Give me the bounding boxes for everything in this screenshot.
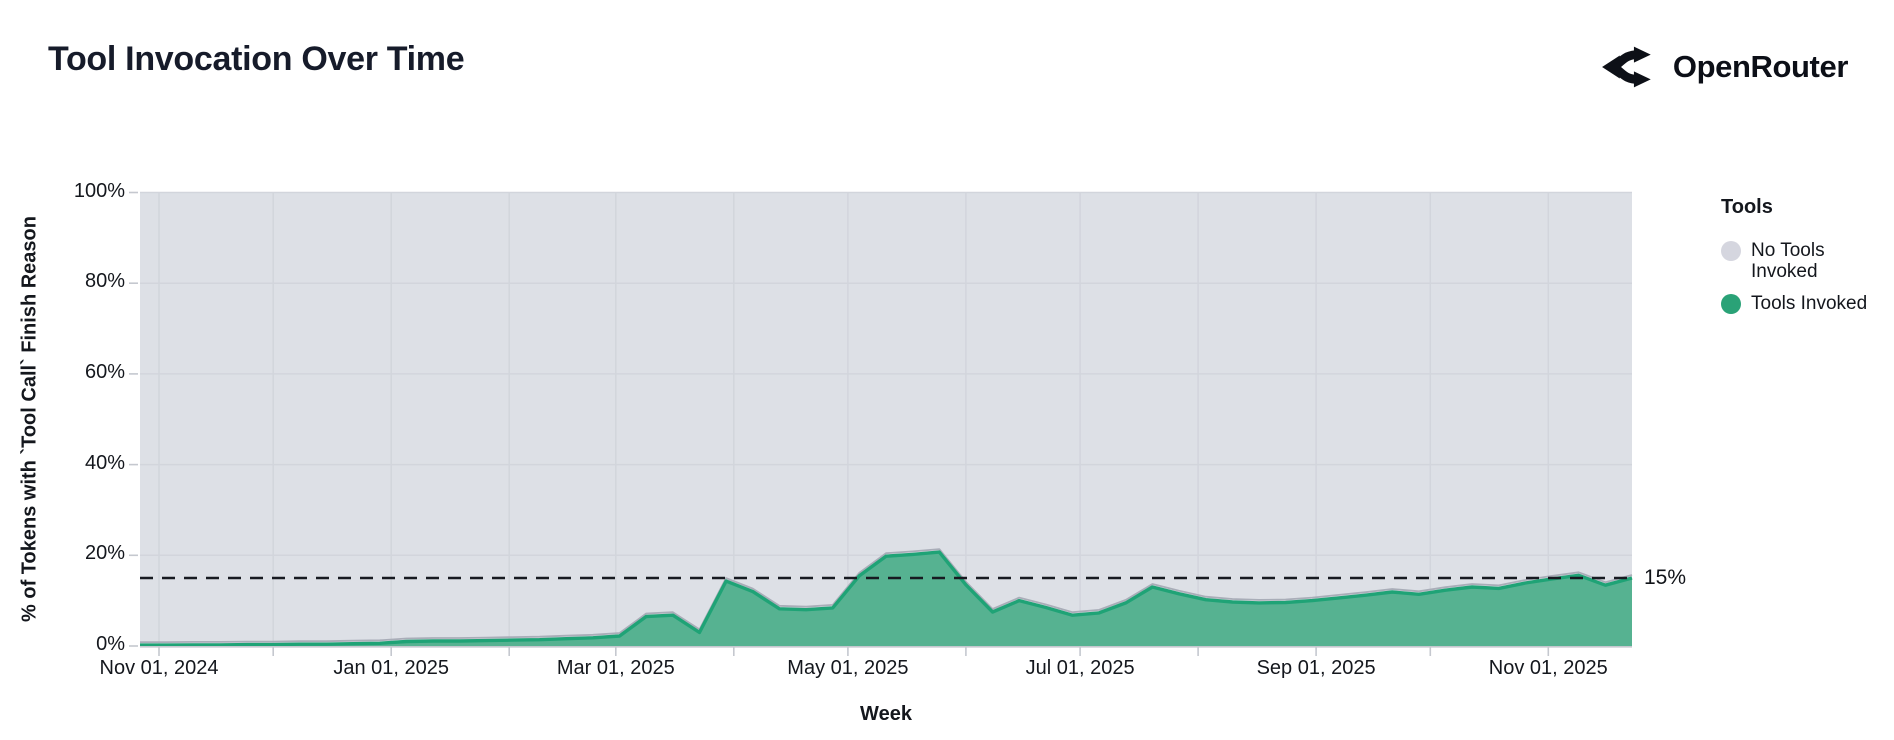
- x-tick-label: Nov 01, 2024: [99, 657, 219, 679]
- legend-items: No Tools Invoked Tools Invoked: [1721, 240, 1894, 314]
- y-tick-label: 0%: [96, 633, 125, 655]
- y-tick-label: 20%: [84, 542, 125, 565]
- legend-item-label: Tools Invoked: [1751, 293, 1868, 314]
- legend-title: Tools: [1721, 196, 1773, 218]
- x-tick-label: Jul 01, 2025: [1025, 657, 1135, 679]
- y-tick-label: 80%: [84, 270, 125, 293]
- x-tick-label: Nov 01, 2025: [1488, 657, 1608, 679]
- x-axis-title: Week: [860, 703, 912, 725]
- legend-item-label: No Tools Invoked: [1751, 240, 1825, 282]
- y-tick-label: 40%: [84, 451, 125, 474]
- reference-line-label: 15%: [1644, 566, 1687, 589]
- legend: Tools No Tools Invoked Tools Invoked: [1721, 196, 1894, 314]
- legend-swatch-icon: [1721, 241, 1741, 261]
- y-tick-label: 60%: [84, 360, 125, 383]
- brand-logo[interactable]: OpenRouter: [1601, 44, 1848, 90]
- brand-name: OpenRouter: [1672, 49, 1849, 84]
- y-axis-title: % of Tokens with `Tool Call` Finish Reas…: [18, 216, 41, 623]
- openrouter-logo-icon: [1601, 46, 1651, 88]
- page-title: Tool Invocation Over Time: [48, 40, 465, 78]
- y-tick-label: 100%: [73, 179, 125, 202]
- legend-swatch-icon: [1721, 294, 1741, 314]
- legend-item[interactable]: No Tools Invoked: [1721, 240, 1894, 282]
- x-tick-label: Mar 01, 2025: [556, 657, 675, 679]
- x-tick-label: Sep 01, 2025: [1256, 657, 1376, 679]
- x-tick-label: May 01, 2025: [787, 657, 909, 679]
- x-tick-label: Jan 01, 2025: [333, 657, 450, 679]
- legend-item[interactable]: Tools Invoked: [1721, 293, 1894, 314]
